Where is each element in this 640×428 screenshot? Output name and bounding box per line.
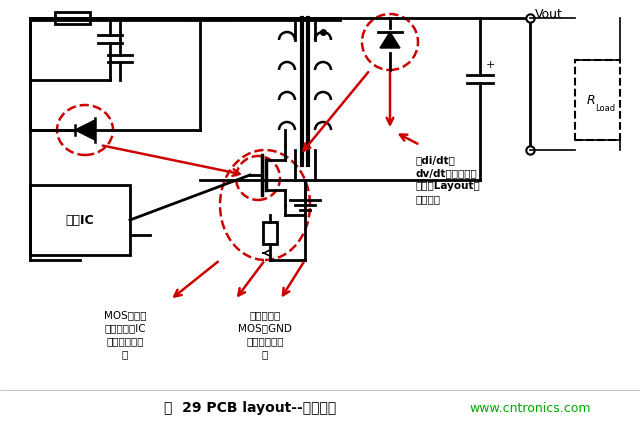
Bar (263, 222, 277, 244)
Text: +: + (486, 60, 495, 70)
Text: MOS和检流
电阻到控制IC
距离应尽可能
短: MOS和检流 电阻到控制IC 距离应尽可能 短 (104, 310, 147, 360)
Text: Load: Load (595, 104, 615, 113)
Polygon shape (75, 120, 95, 140)
Bar (55, 12, 90, 24)
Text: R: R (587, 93, 596, 107)
Text: 图  29 PCB layout--高频走线: 图 29 PCB layout--高频走线 (164, 401, 336, 415)
Polygon shape (380, 32, 400, 48)
Bar (575, 60, 620, 140)
Text: 检流电阻与
MOS和GND
的距离尽可能
短: 检流电阻与 MOS和GND 的距离尽可能 短 (238, 310, 292, 360)
Text: 高di/dt、
dv/dt，引线尽可
能短，Layout避
免走直角: 高di/dt、 dv/dt，引线尽可 能短，Layout避 免走直角 (415, 155, 480, 205)
Text: 控制IC: 控制IC (66, 214, 94, 226)
Text: Vout: Vout (535, 8, 563, 21)
Bar (30, 185, 130, 255)
Text: www.cntronics.com: www.cntronics.com (469, 401, 591, 414)
